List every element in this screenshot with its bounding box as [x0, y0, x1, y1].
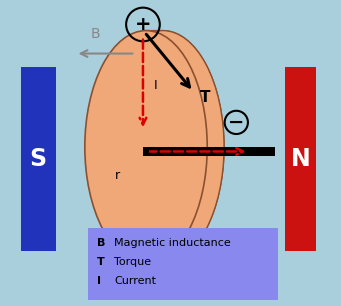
Ellipse shape [85, 31, 207, 263]
Text: S: S [30, 147, 47, 171]
Text: I: I [97, 276, 101, 286]
Bar [145, 147, 275, 156]
Bar [285, 67, 316, 251]
Text: B: B [91, 27, 100, 41]
Text: T: T [199, 90, 210, 105]
Bar [88, 228, 278, 300]
Text: Torque: Torque [114, 257, 151, 267]
Text: N: N [291, 147, 310, 171]
Polygon shape [146, 31, 224, 263]
Text: r: r [114, 170, 119, 182]
Text: Current: Current [114, 276, 156, 286]
Text: I: I [154, 79, 157, 92]
Text: B: B [97, 238, 105, 248]
Text: +: + [135, 15, 151, 34]
Bar [143, 147, 149, 156]
Text: −: − [228, 113, 244, 132]
Bar [20, 67, 56, 251]
Text: Magnetic inductance: Magnetic inductance [114, 238, 231, 248]
Ellipse shape [102, 31, 224, 263]
Text: T: T [97, 257, 105, 267]
